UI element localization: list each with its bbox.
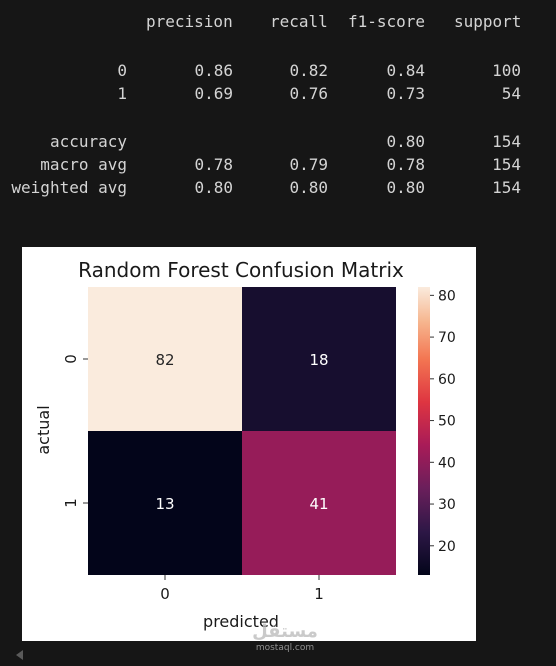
- row-precision: 0.69: [194, 84, 233, 103]
- row-support: 154: [492, 178, 521, 197]
- row-label: 0: [117, 61, 127, 80]
- cell-value-label: 82: [155, 351, 174, 369]
- cell-value-label: 41: [309, 495, 328, 513]
- row-label: accuracy: [49, 132, 127, 151]
- colorbar-tick-label: 30: [438, 497, 456, 513]
- row-f1: 0.78: [386, 155, 425, 174]
- row-label: 1: [117, 84, 127, 103]
- row-support: 100: [492, 61, 521, 80]
- x-tick-label: 1: [314, 585, 324, 603]
- row-label: macro avg: [40, 155, 127, 174]
- header-precision: precision: [146, 12, 233, 31]
- row-f1: 0.73: [386, 84, 425, 103]
- colorbar-tick-label: 80: [438, 288, 456, 304]
- row-recall: 0.80: [289, 178, 328, 197]
- row-label: weighted avg: [11, 178, 127, 197]
- row-f1: 0.80: [386, 178, 425, 197]
- confusion-matrix-figure: Random Forest Confusion Matrix predicted…: [22, 247, 476, 641]
- colorbar-tick-label: 40: [438, 455, 456, 471]
- watermark-logo: مستقل: [252, 621, 318, 642]
- mostaql-watermark: مستقل mostaql.com: [252, 622, 318, 656]
- scroll-left-arrow-icon[interactable]: [16, 650, 23, 660]
- cell-value-label: 13: [155, 495, 174, 513]
- row-recall: 0.82: [289, 61, 328, 80]
- row-f1: 0.80: [386, 132, 425, 151]
- header-recall: recall: [270, 12, 328, 31]
- colorbar-tick-label: 70: [438, 330, 456, 346]
- y-tick-label: 0: [62, 354, 80, 364]
- header-support: support: [454, 12, 522, 31]
- y-tick-label: 1: [62, 498, 80, 508]
- classification-report: precision recall f1-score support 0 0.86…: [0, 0, 556, 230]
- row-precision: 0.80: [194, 178, 233, 197]
- colorbar-tick-label: 60: [438, 372, 456, 388]
- row-recall: 0.79: [289, 155, 328, 174]
- y-axis-label: actual: [34, 405, 53, 454]
- confusion-matrix-chart: Random Forest Confusion Matrix predicted…: [34, 258, 456, 631]
- cell-value-label: 18: [309, 351, 328, 369]
- header-f1-score: f1-score: [348, 12, 426, 31]
- x-tick-label: 0: [160, 585, 170, 603]
- row-precision: 0.86: [194, 61, 233, 80]
- row-f1: 0.84: [386, 61, 425, 80]
- colorbar: [418, 287, 430, 575]
- colorbar-tick-label: 50: [438, 414, 456, 430]
- row-support: 154: [492, 155, 521, 174]
- chart-title: Random Forest Confusion Matrix: [78, 258, 404, 282]
- heatmap-cell: [88, 287, 242, 431]
- row-recall: 0.76: [289, 84, 328, 103]
- watermark-site: mostaql.com: [255, 643, 315, 653]
- heatmap-cell: [242, 287, 396, 431]
- row-support: 54: [501, 84, 521, 103]
- row-precision: 0.78: [194, 155, 233, 174]
- row-support: 154: [492, 132, 521, 151]
- colorbar-tick-label: 20: [438, 539, 456, 555]
- heatmap-cell: [242, 431, 396, 575]
- x-axis-label: predicted: [203, 612, 279, 631]
- heatmap-cell: [88, 431, 242, 575]
